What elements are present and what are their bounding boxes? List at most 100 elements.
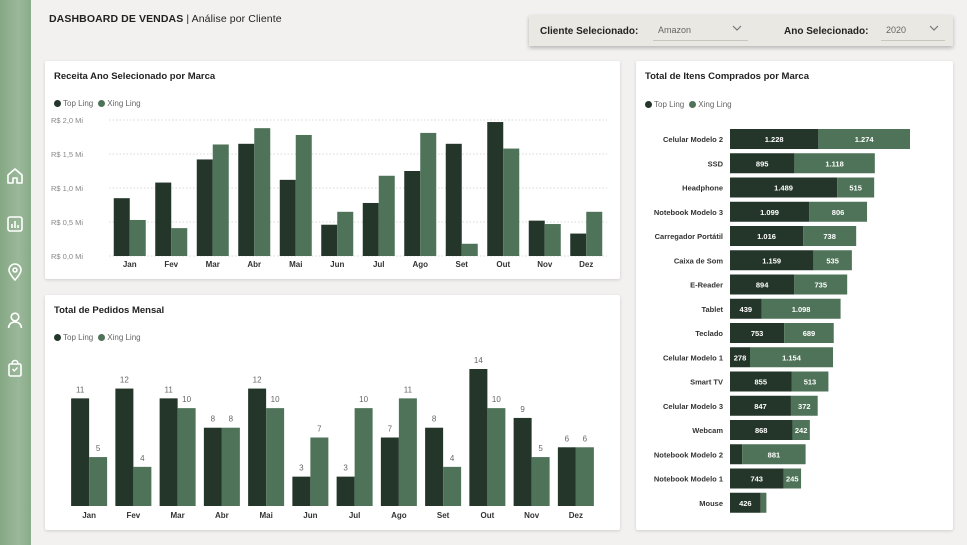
data-label: 806 bbox=[832, 208, 845, 217]
revenue-chart-card: Receita Ano Selecionado por Marca Top Li… bbox=[45, 61, 620, 279]
data-label: 1.228 bbox=[765, 135, 784, 144]
bar-xing-ling bbox=[750, 347, 834, 368]
year-filter-label: Ano Selecionado: bbox=[784, 26, 869, 37]
bar-xing-ling bbox=[818, 129, 910, 149]
data-label: 847 bbox=[754, 402, 767, 411]
x-tick-label: Dez bbox=[579, 260, 593, 269]
x-tick-label: Nov bbox=[524, 511, 540, 520]
bar-top-ling bbox=[730, 274, 795, 295]
data-label: 738 bbox=[823, 232, 836, 241]
bar-xing-ling bbox=[784, 323, 834, 343]
x-tick-label: Ago bbox=[391, 511, 407, 520]
x-tick-label: Fev bbox=[126, 511, 140, 520]
data-label: 11 bbox=[164, 385, 173, 394]
bar-top-ling bbox=[730, 298, 762, 319]
legend-item-top-ling: Top Ling bbox=[54, 333, 93, 342]
x-tick-label: Abr bbox=[247, 260, 261, 269]
year-select[interactable]: 2020 bbox=[881, 19, 945, 41]
data-label: 743 bbox=[750, 475, 763, 484]
data-label: 5 bbox=[96, 444, 101, 453]
y-category-label: Caixa de Som bbox=[674, 256, 724, 265]
bar-top-ling bbox=[113, 198, 130, 256]
legend-label: Xing Ling bbox=[107, 333, 141, 342]
legend-item-xing-ling: Xing Ling bbox=[98, 99, 141, 108]
page-title-main: DASHBOARD DE VENDAS bbox=[49, 13, 184, 25]
x-tick-label: Jul bbox=[373, 260, 385, 269]
bar-xing-ling bbox=[790, 395, 818, 416]
bar-top-ling bbox=[155, 182, 172, 256]
report-icon[interactable] bbox=[4, 213, 26, 235]
orders-chart-title: Total de Pedidos Mensal bbox=[54, 305, 165, 316]
y-tick-label: R$ 0,0 Mi bbox=[51, 252, 83, 261]
bar-xing-ling bbox=[742, 444, 806, 465]
y-category-label: Notebook Modelo 2 bbox=[654, 450, 723, 459]
client-select[interactable]: Amazon bbox=[653, 19, 748, 41]
y-category-label: Carregador Portátil bbox=[655, 232, 723, 241]
bar-xing-ling bbox=[803, 226, 857, 246]
bar-top-ling bbox=[425, 427, 444, 506]
location-pin-icon[interactable] bbox=[4, 261, 26, 283]
data-label: 8 bbox=[432, 415, 437, 424]
bar-top-ling bbox=[404, 171, 421, 256]
data-label: 1.274 bbox=[855, 135, 875, 144]
bar-xing-ling bbox=[221, 427, 240, 506]
bar-xing-ling bbox=[794, 274, 848, 295]
bar-xing-ling bbox=[837, 177, 875, 198]
bar-top-ling bbox=[513, 417, 532, 506]
revenue-chart-legend: Top Ling Xing Ling bbox=[54, 99, 146, 108]
home-icon[interactable] bbox=[4, 165, 26, 187]
bar-top-ling bbox=[730, 444, 743, 465]
bar-xing-ling bbox=[266, 408, 285, 506]
items-chart-title: Total de Itens Comprados por Marca bbox=[645, 71, 809, 82]
bar-top-ling bbox=[203, 427, 222, 506]
shopping-bag-icon[interactable] bbox=[4, 357, 26, 379]
data-label: 12 bbox=[253, 376, 262, 385]
y-category-label: Webcam bbox=[692, 426, 723, 435]
orders-chart-card: Total de Pedidos Mensal Top Ling Xing Li… bbox=[45, 295, 620, 530]
bar-xing-ling bbox=[295, 134, 312, 256]
data-label: 4 bbox=[140, 454, 145, 463]
y-category-label: Notebook Modelo 1 bbox=[654, 475, 723, 484]
data-label: 881 bbox=[768, 450, 781, 459]
x-tick-label: Abr bbox=[215, 511, 229, 520]
x-tick-label: Ago bbox=[412, 260, 428, 269]
bar-top-ling bbox=[730, 323, 785, 343]
y-tick-label: R$ 1,5 Mi bbox=[51, 150, 83, 159]
bar-xing-ling bbox=[503, 148, 520, 256]
bar-xing-ling bbox=[254, 128, 271, 256]
legend-label: Top Ling bbox=[63, 99, 94, 108]
y-category-label: Mouse bbox=[699, 499, 723, 508]
client-filter-label: Cliente Selecionado: bbox=[540, 26, 639, 37]
data-label: 8 bbox=[211, 415, 216, 424]
x-tick-label: Nov bbox=[537, 260, 553, 269]
x-tick-label: Jul bbox=[349, 511, 361, 520]
bar-top-ling bbox=[336, 476, 355, 506]
bar-xing-ling bbox=[443, 466, 462, 506]
data-label: 426 bbox=[739, 499, 752, 508]
data-label: 894 bbox=[756, 281, 769, 290]
data-label: 689 bbox=[803, 329, 816, 338]
bar-xing-ling bbox=[310, 437, 329, 506]
user-icon[interactable] bbox=[4, 309, 26, 331]
data-label: 11 bbox=[404, 385, 413, 394]
data-label: 6 bbox=[565, 434, 570, 443]
chevron-down-icon bbox=[732, 24, 742, 34]
y-tick-label: R$ 1,0 Mi bbox=[51, 184, 83, 193]
bar-top-ling bbox=[730, 395, 791, 416]
bar-top-ling bbox=[159, 398, 178, 506]
x-tick-label: Out bbox=[496, 260, 510, 269]
bar-xing-ling bbox=[171, 228, 188, 256]
data-label: 3 bbox=[299, 464, 304, 473]
bar-xing-ling bbox=[791, 371, 829, 392]
data-label: 868 bbox=[755, 426, 768, 435]
bar-xing-ling bbox=[420, 132, 437, 256]
data-label: 5 bbox=[538, 444, 543, 453]
legend-label: Xing Ling bbox=[698, 100, 732, 109]
data-label: 10 bbox=[359, 395, 368, 404]
data-label: 735 bbox=[814, 281, 827, 290]
bar-xing-ling bbox=[813, 250, 852, 271]
data-label: 855 bbox=[754, 378, 767, 387]
bar-top-ling bbox=[380, 437, 399, 506]
items-chart-legend: Top Ling Xing Ling bbox=[645, 100, 737, 109]
legend-item-xing-ling: Xing Ling bbox=[689, 100, 732, 109]
